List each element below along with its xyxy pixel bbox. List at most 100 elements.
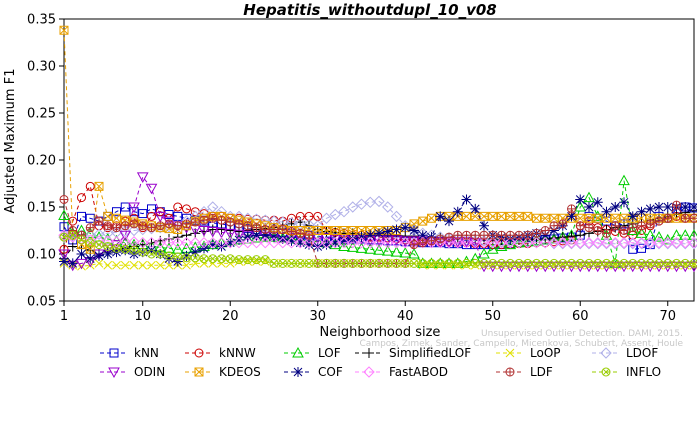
data-point-ldf <box>532 228 542 238</box>
data-point-lof <box>373 244 385 255</box>
data-point-cof <box>59 256 69 267</box>
legend-label: COF <box>318 365 343 379</box>
data-point-fastabod <box>224 237 236 249</box>
data-point-loop <box>147 260 156 270</box>
data-point-inflo <box>164 251 174 261</box>
legend-item-knnw: kNNW <box>185 346 256 360</box>
data-point-ldf <box>540 226 550 235</box>
data-point-ldof <box>600 237 613 250</box>
data-point-knnw <box>182 204 191 214</box>
data-point-ldf <box>453 230 463 240</box>
data-point-cof <box>365 230 376 241</box>
data-point-cof <box>260 230 271 241</box>
data-point-ldf <box>199 215 209 225</box>
data-point-ldf <box>680 213 690 223</box>
data-point-cof <box>601 206 612 217</box>
data-point-inflo <box>479 258 489 268</box>
legend-label: INFLO <box>626 365 661 379</box>
data-point-odin <box>399 236 412 247</box>
legend-label: kNN <box>134 346 159 360</box>
data-point-fastabod <box>285 237 298 249</box>
data-point-fastabod <box>539 237 551 249</box>
data-point-cof <box>190 247 201 258</box>
data-point-cof <box>277 233 288 244</box>
data-point-kdeos <box>575 213 585 223</box>
x-tick-label: 70 <box>659 309 676 324</box>
data-point-inflo <box>295 258 305 268</box>
data-point-ldof <box>574 237 586 250</box>
data-point-cof <box>592 197 603 208</box>
data-point-inflo <box>462 258 472 268</box>
data-point-ldf <box>575 221 585 231</box>
data-point-inflo <box>348 258 358 268</box>
data-point-loop <box>182 260 191 270</box>
data-point-knn <box>164 210 174 220</box>
data-point-lof <box>355 242 368 253</box>
data-point-ldf <box>252 223 262 233</box>
data-point-lof <box>495 240 508 251</box>
data-point-lof <box>521 235 534 247</box>
data-point-ldof <box>565 237 578 250</box>
data-point-kdeos <box>348 226 358 235</box>
data-point-ldf <box>208 213 218 223</box>
data-point-ldof <box>347 201 359 213</box>
legend-marker <box>601 367 611 377</box>
data-point-ldof <box>548 237 560 250</box>
data-point-ldf <box>523 230 533 240</box>
data-point-cof <box>234 234 244 245</box>
data-point-ldof <box>679 237 691 250</box>
data-point-ldof <box>338 205 350 218</box>
data-point-ldf <box>637 221 647 231</box>
data-point-loop <box>243 257 253 266</box>
data-point-fastabod <box>399 237 411 249</box>
data-point-fastabod <box>495 237 508 249</box>
data-point-inflo <box>217 254 227 264</box>
data-point-ldf <box>505 230 515 240</box>
data-point-fastabod <box>303 237 315 249</box>
data-point-odin <box>136 172 149 183</box>
data-point-fastabod <box>119 236 131 248</box>
data-point-odin <box>145 183 158 195</box>
data-point-kdeos <box>497 211 506 221</box>
data-point-lof <box>583 191 595 203</box>
data-point-ldof <box>390 210 403 223</box>
data-point-fastabod <box>600 237 613 249</box>
data-point-simplifiedlof <box>566 231 577 242</box>
data-point-fastabod <box>84 234 96 246</box>
data-point-fastabod <box>189 237 201 249</box>
data-point-fastabod <box>609 237 621 249</box>
data-point-lof <box>626 224 639 235</box>
data-point-fastabod <box>460 237 473 249</box>
data-point-kdeos <box>514 211 524 221</box>
data-point-odin <box>206 226 219 238</box>
data-point-kdeos <box>602 213 611 223</box>
data-point-ldf <box>138 221 148 231</box>
data-point-lof <box>338 240 350 251</box>
data-point-inflo <box>190 253 200 263</box>
data-point-ldf <box>68 226 78 235</box>
data-point-fastabod <box>67 231 79 243</box>
data-point-ldof <box>670 237 683 250</box>
data-point-inflo <box>558 258 568 268</box>
data-point-ldf <box>225 217 235 227</box>
data-point-kdeos <box>427 213 436 223</box>
data-point-ldof <box>583 237 595 250</box>
data-point-kdeos <box>409 219 419 229</box>
data-point-kdeos <box>523 211 533 221</box>
data-point-fastabod <box>565 237 578 249</box>
x-tick-label: 40 <box>397 309 414 324</box>
data-point-cof <box>636 206 647 217</box>
data-point-ldf <box>234 219 244 229</box>
data-point-ldf <box>260 225 270 235</box>
data-point-ldf <box>672 200 682 210</box>
data-point-fastabod <box>347 237 359 249</box>
legend-marker <box>292 346 304 358</box>
data-point-ldf <box>409 240 419 250</box>
data-point-ldof <box>128 224 140 237</box>
data-point-cof <box>689 202 697 212</box>
data-point-ldf <box>295 228 305 238</box>
data-point-fastabod <box>635 237 648 249</box>
data-point-lof <box>364 243 377 254</box>
data-point-cof <box>164 253 174 264</box>
